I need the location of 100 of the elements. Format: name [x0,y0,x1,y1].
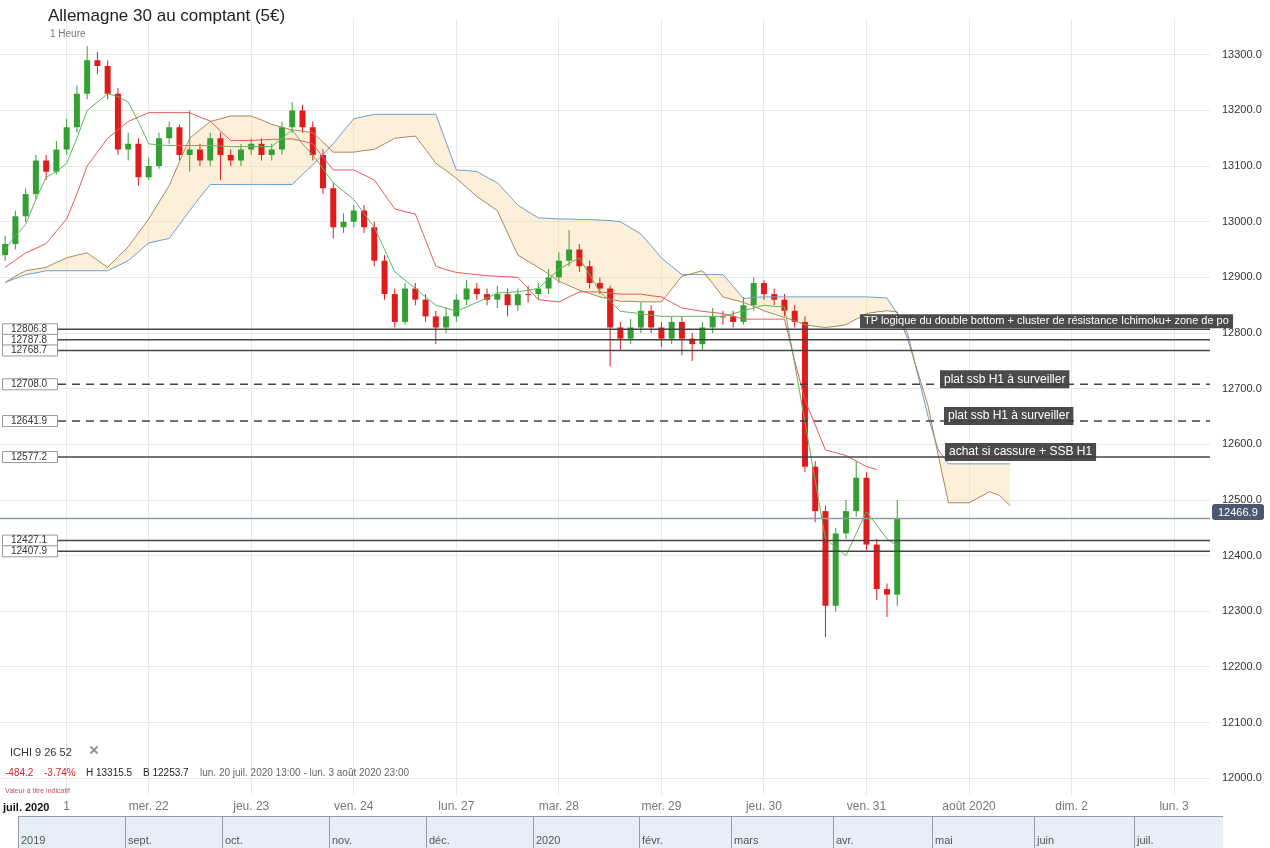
y-tick-label: 12400.0 [1222,548,1262,561]
x-tick-label: mer. 29 [641,798,682,813]
candlestick [217,132,224,181]
candlestick [125,132,132,162]
candlestick [760,279,767,301]
candlestick [412,282,419,306]
candlestick [617,321,624,351]
candlestick [289,101,296,134]
text: 1 Heure [50,28,86,39]
ref-line-label: 12407.9 [11,545,48,557]
text: avr. [836,834,854,846]
annotation: B 12253.7 [143,767,189,778]
candlestick [443,307,450,334]
candlestick [668,315,675,345]
x-tick-label: août 2020 [942,798,997,813]
ref-line-label: 12641.9 [11,414,48,426]
candlestick [883,583,890,618]
y-tick-label: 12100.0 [1222,715,1262,728]
y-tick-label: 12000.0 [1222,771,1262,784]
annotation: lun. 20 juil. 2020 13:00 - lun. 3 août 2020 23:00 [200,767,410,778]
candlestick [53,140,60,175]
candlestick [545,268,552,295]
candlestick [504,288,511,317]
annotation: ICHI 9 26 52 [10,746,72,758]
text: 12466.9 [1212,504,1264,520]
candlestick [432,310,439,345]
candlestick [627,318,634,345]
ref-line-label: 12806.8 [11,323,48,335]
candlestick [709,307,716,334]
candlestick [596,276,603,295]
ref-line-label: 12577.2 [11,450,48,462]
candlestick [494,285,501,309]
annotation: plat ssb H1 à surveiller [944,371,1066,386]
text: juil. [1137,834,1154,846]
candlestick [186,109,193,173]
candlestick [166,121,173,145]
candlestick [43,154,50,181]
annotation: -3.74% [44,767,76,778]
x-tick-label: lun. 27 [438,798,475,813]
text: févr. [642,834,663,846]
x-tick-label: jeu. 23 [232,798,270,813]
x-tick-label: mer. 22 [128,798,170,813]
ref-line-label: 12427.1 [11,534,48,546]
y-tick-label: 12200.0 [1222,660,1262,673]
candlestick [196,143,203,167]
candlestick [658,321,665,348]
candlestick [340,212,347,234]
candlestick [463,279,470,306]
y-tick-label: 13200.0 [1222,103,1262,116]
text: 2019 [21,834,46,846]
y-tick-label: 12500.0 [1222,493,1262,506]
candlestick [350,204,357,228]
candlestick [566,229,573,267]
text: 2020 [536,834,561,846]
annotation: TP logique du double bottom + cluster de résistance Ichimoku+ zone de po [864,314,1229,327]
annotation: plat ssb H1 à surveiller [948,408,1070,423]
x-tick-label: mar. 28 [538,798,580,813]
annotation: -484.2 [5,767,34,778]
annotation: H 13315.5 [86,767,133,778]
candlestick [422,293,429,323]
candlestick [145,157,152,181]
y-tick-label: 12700.0 [1222,381,1262,394]
y-tick-label: 13300.0 [1222,47,1262,60]
y-tick-label: 12300.0 [1222,604,1262,617]
candlestick [207,132,214,167]
candlestick [22,187,29,223]
candlestick [750,276,757,312]
ref-line-label: 12708.0 [11,378,48,390]
text: juil. 2020 [3,801,50,813]
text: nov. [332,834,352,846]
y-tick-label: 12900.0 [1222,270,1262,283]
ref-line-label: 12787.8 [11,333,48,345]
text: juin [1037,834,1055,846]
ref-line-label: 12768.7 [11,344,48,356]
candlestick [63,118,70,156]
x-tick-label: 1 [63,798,71,813]
x-tick-label: dim. 2 [1055,798,1089,813]
x-tick-label: jeu. 30 [744,798,783,813]
candlestick [842,499,849,540]
candlestick [2,235,9,262]
x-tick-label: lun. 3 [1159,798,1190,813]
candlestick [678,315,685,356]
text: mars [734,834,759,846]
x-tick-label: ven. 31 [846,798,887,813]
text: sept. [128,834,152,846]
y-tick-label: 12600.0 [1222,437,1262,450]
text: oct. [225,834,243,846]
candlestick [237,143,244,167]
y-tick-label: 12800.0 [1222,326,1262,339]
candlestick [525,285,532,303]
text: mai [935,834,953,846]
chart-title: Allemagne 30 au comptant (5€) [48,6,286,26]
x-tick-label: ven. 24 [334,798,374,813]
text: déc. [429,834,450,846]
candlestick [299,104,306,134]
candlestick [94,51,101,75]
candlestick [514,288,521,312]
y-tick-label: 13000.0 [1222,214,1262,227]
y-tick-label: 13100.0 [1222,159,1262,172]
annotation: achat si cassure + SSB H1 [949,444,1093,459]
